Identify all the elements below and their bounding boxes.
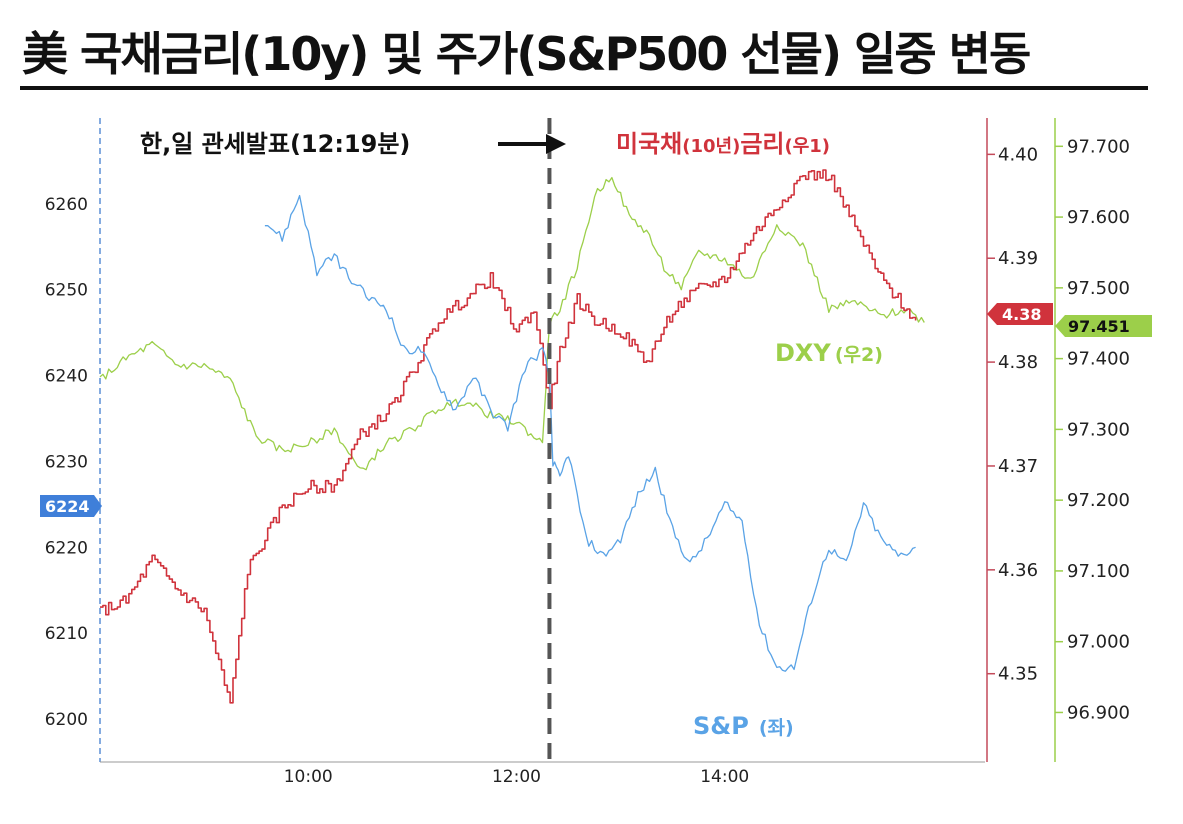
right2-tick-label: 97.200 [1067, 490, 1130, 511]
left-tick-label: 6210 [45, 624, 88, 644]
yield-label-main: 미국채 [616, 130, 682, 158]
svg-text:4.38: 4.38 [1002, 305, 1041, 324]
right2-tick-label: 97.100 [1067, 561, 1130, 582]
title-underline [20, 86, 1148, 90]
x-tick-label: 10:00 [284, 767, 333, 787]
sp-label-main: S&P [693, 712, 749, 740]
x-tick-label: 12:00 [492, 767, 541, 787]
left-tick-label: 6260 [45, 195, 88, 215]
series-layer [99, 169, 925, 704]
svg-text:6224: 6224 [45, 497, 90, 516]
right2-tick-label: 96.900 [1067, 702, 1130, 723]
announcement-arrow [498, 134, 566, 154]
svg-text:97.451: 97.451 [1068, 317, 1130, 336]
sp-series-label: S&P (좌) [693, 712, 794, 740]
right1-tick-label: 4.38 [998, 352, 1038, 373]
announcement-label: 한,일 관세발표(12:19분) [140, 130, 410, 158]
left-tick-label: 6230 [45, 452, 88, 472]
right1-tick-label: 4.39 [998, 248, 1038, 269]
dxy-last-value-tag: 97.451 [1055, 315, 1152, 337]
dxy-label-main: DXY [775, 339, 831, 367]
x-axis-ticks: 10:00 12:00 14:00 [284, 767, 749, 787]
right-axis-1-ticks: 4.35 4.36 4.37 4.38 4.39 4.40 [987, 144, 1038, 685]
left-tick-label: 6250 [45, 281, 88, 301]
series-line-left [264, 194, 916, 672]
right2-tick-label: 97.500 [1067, 278, 1130, 299]
left-axis-ticks: 6200 6210 6220 6230 6240 6250 6260 [45, 195, 88, 730]
series-line-right_1 [100, 169, 917, 704]
yield-series-label: 미국채(10년)금리(우1) [616, 130, 830, 158]
right1-tick-label: 4.40 [998, 144, 1038, 165]
yield-label-rate: 금리 [740, 130, 784, 158]
yield-last-value-tag: 4.38 [987, 303, 1053, 325]
dxy-label-axis: (우2) [835, 344, 883, 366]
dxy-series-label: DXY (우2) [775, 339, 883, 367]
right2-tick-label: 97.700 [1067, 136, 1130, 157]
left-tick-label: 6240 [45, 367, 88, 387]
series-line-right_2 [99, 176, 925, 471]
right2-tick-label: 97.300 [1067, 419, 1130, 440]
right2-tick-label: 97.000 [1067, 632, 1130, 653]
right1-tick-label: 4.35 [998, 664, 1038, 685]
sp-label-axis: (좌) [759, 717, 794, 739]
right1-tick-label: 4.37 [998, 456, 1038, 477]
yield-label-axis: (우1) [784, 136, 830, 157]
chart-frame [99, 118, 1056, 763]
right1-tick-label: 4.36 [998, 560, 1038, 581]
right-axis-2-ticks: 96.900 97.000 97.100 97.200 97.300 97.400 97.5… [1055, 136, 1130, 723]
right2-tick-label: 97.400 [1067, 349, 1130, 370]
chart-title: 美 국채금리(10y) 및 주가(S&P500 선물) 일중 변동 [22, 27, 1031, 81]
left-tick-label: 6220 [45, 538, 88, 558]
right2-tick-label: 97.600 [1067, 207, 1130, 228]
yield-label-sub: (10년) [682, 136, 740, 157]
left-tick-label: 6200 [45, 710, 88, 730]
x-tick-label: 14:00 [700, 767, 749, 787]
sp-last-value-tag: 6224 [40, 495, 102, 517]
